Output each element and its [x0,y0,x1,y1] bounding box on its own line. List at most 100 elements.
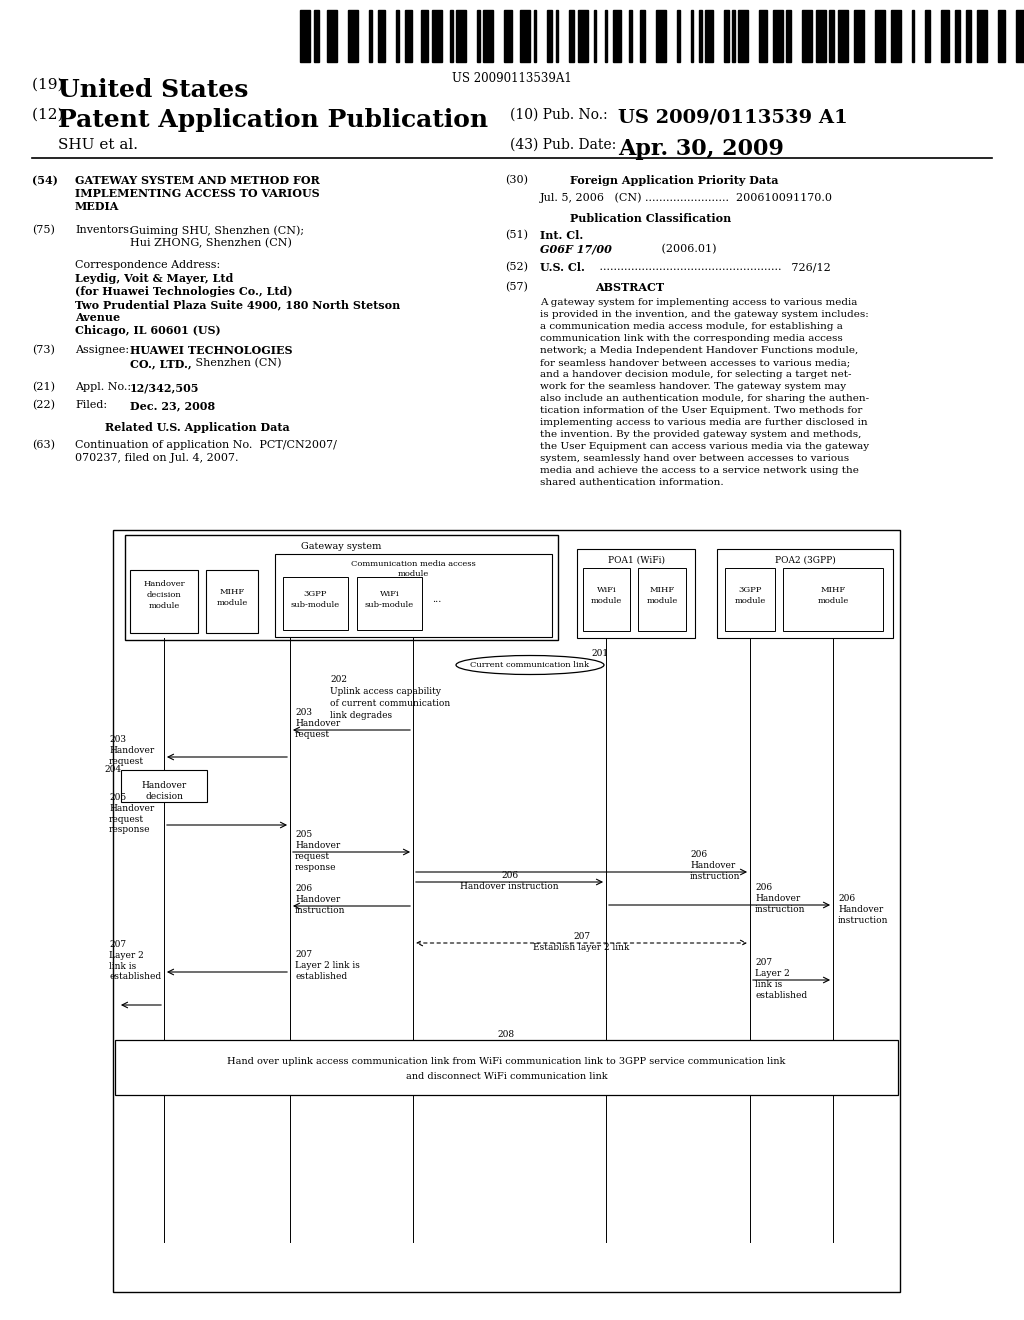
Text: 205: 205 [109,793,126,803]
Text: (52): (52) [505,261,528,272]
Bar [1016,11,1024,62]
Text: Handover: Handover [295,841,340,850]
Text: (22): (22) [32,400,55,411]
Text: U.S. Cl.: U.S. Cl. [540,261,585,273]
Bar [456,11,466,62]
Bar [534,11,536,62]
Bar [732,11,734,62]
Text: G06F 17/00: G06F 17/00 [540,244,612,255]
Bar [378,11,385,62]
Text: link degrades: link degrades [330,711,392,719]
Text: 726/12: 726/12 [788,261,830,272]
Text: 206: 206 [295,884,312,894]
Text: Handover instruction: Handover instruction [460,882,559,891]
Text: request: request [109,756,144,766]
Text: a communication media access module, for establishing a: a communication media access module, for… [540,322,843,331]
Text: Int. Cl.: Int. Cl. [540,230,584,242]
Text: (75): (75) [32,224,55,235]
Bar [786,11,791,62]
Text: WiFi: WiFi [380,590,399,598]
Text: sub-module: sub-module [365,601,414,609]
Bar [115,1040,898,1096]
Bar [738,11,748,62]
Text: (10) Pub. No.:: (10) Pub. No.: [510,108,607,121]
Text: 070237, filed on Jul. 4, 2007.: 070237, filed on Jul. 4, 2007. [75,453,239,463]
Text: HUAWEI TECHNOLOGIES: HUAWEI TECHNOLOGIES [130,345,293,356]
Text: sub-module: sub-module [291,601,340,609]
Bar [520,11,530,62]
Text: (21): (21) [32,381,55,392]
Text: work for the seamless handover. The gateway system may: work for the seamless handover. The gate… [540,381,846,391]
Text: link is: link is [109,962,136,972]
Text: request: request [295,851,330,861]
Text: Gateway system: Gateway system [301,543,382,550]
Text: module: module [148,602,179,610]
Bar [504,11,512,62]
Text: Handover: Handover [838,906,884,913]
Bar [450,11,453,62]
Bar [838,11,848,62]
Bar [594,11,596,62]
Bar [954,11,959,62]
Bar [547,11,552,62]
Text: Correspondence Address:: Correspondence Address: [75,260,220,271]
Text: Leydig, Voit & Mayer, Ltd: Leydig, Voit & Mayer, Ltd [75,273,233,284]
Bar [977,11,986,62]
Text: 203: 203 [109,735,126,744]
Bar [431,11,441,62]
Text: United States: United States [58,78,249,102]
Ellipse shape [456,656,604,675]
Text: (54): (54) [32,176,58,186]
Bar [783,568,883,631]
Text: (73): (73) [32,345,55,355]
Bar [206,570,258,634]
Text: (for Huawei Technologies Co., Ltd): (for Huawei Technologies Co., Ltd) [75,286,293,297]
Bar [829,11,834,62]
Bar [629,11,632,62]
Text: Shenzhen (CN): Shenzhen (CN) [193,358,282,368]
Text: Handover: Handover [109,804,155,813]
Text: instruction: instruction [755,906,806,913]
Text: request: request [109,814,144,824]
Text: request: request [295,730,330,739]
Text: 202: 202 [330,675,347,684]
Text: established: established [109,972,161,981]
Text: ABSTRACT: ABSTRACT [595,282,665,293]
Text: 206: 206 [755,883,772,892]
Bar [113,531,900,1292]
Text: of current communication: of current communication [330,700,451,708]
Text: for seamless handover between accesses to various media;: for seamless handover between accesses t… [540,358,850,367]
Text: media and achieve the access to a service network using the: media and achieve the access to a servic… [540,466,859,475]
Text: Handover: Handover [141,781,186,789]
Text: Handover: Handover [109,746,155,755]
Text: response: response [295,863,337,873]
Bar [125,535,558,640]
Text: Apr. 30, 2009: Apr. 30, 2009 [618,139,784,160]
Text: module: module [398,570,429,578]
Text: US 2009/0113539 A1: US 2009/0113539 A1 [618,108,848,125]
Bar [925,11,930,62]
Bar [997,11,1005,62]
Text: communication link with the corresponding media access: communication link with the correspondin… [540,334,843,343]
Text: Publication Classification: Publication Classification [570,213,731,224]
Text: shared authentication information.: shared authentication information. [540,478,724,487]
Bar [677,11,680,62]
Text: Handover: Handover [143,579,184,587]
Text: system, seamlessly hand over between accesses to various: system, seamlessly hand over between acc… [540,454,849,463]
Text: Guiming SHU, Shenzhen (CN);: Guiming SHU, Shenzhen (CN); [130,224,304,235]
Text: (2006.01): (2006.01) [630,244,717,255]
Text: Two Prudential Plaza Suite 4900, 180 North Stetson: Two Prudential Plaza Suite 4900, 180 Nor… [75,300,400,310]
Text: implementing access to various media are further disclosed in: implementing access to various media are… [540,418,867,426]
Text: 207: 207 [109,940,126,949]
Text: Dec. 23, 2008: Dec. 23, 2008 [130,400,215,411]
Text: US 20090113539A1: US 20090113539A1 [453,73,571,84]
Bar [583,568,630,631]
Text: MIHF: MIHF [820,586,846,594]
Text: 208: 208 [498,1030,515,1039]
Text: 206: 206 [501,871,518,880]
Text: (12): (12) [32,108,69,121]
Text: Current communication link: Current communication link [470,661,590,669]
Text: module: module [216,599,248,607]
Bar [477,11,479,62]
Bar [911,11,914,62]
